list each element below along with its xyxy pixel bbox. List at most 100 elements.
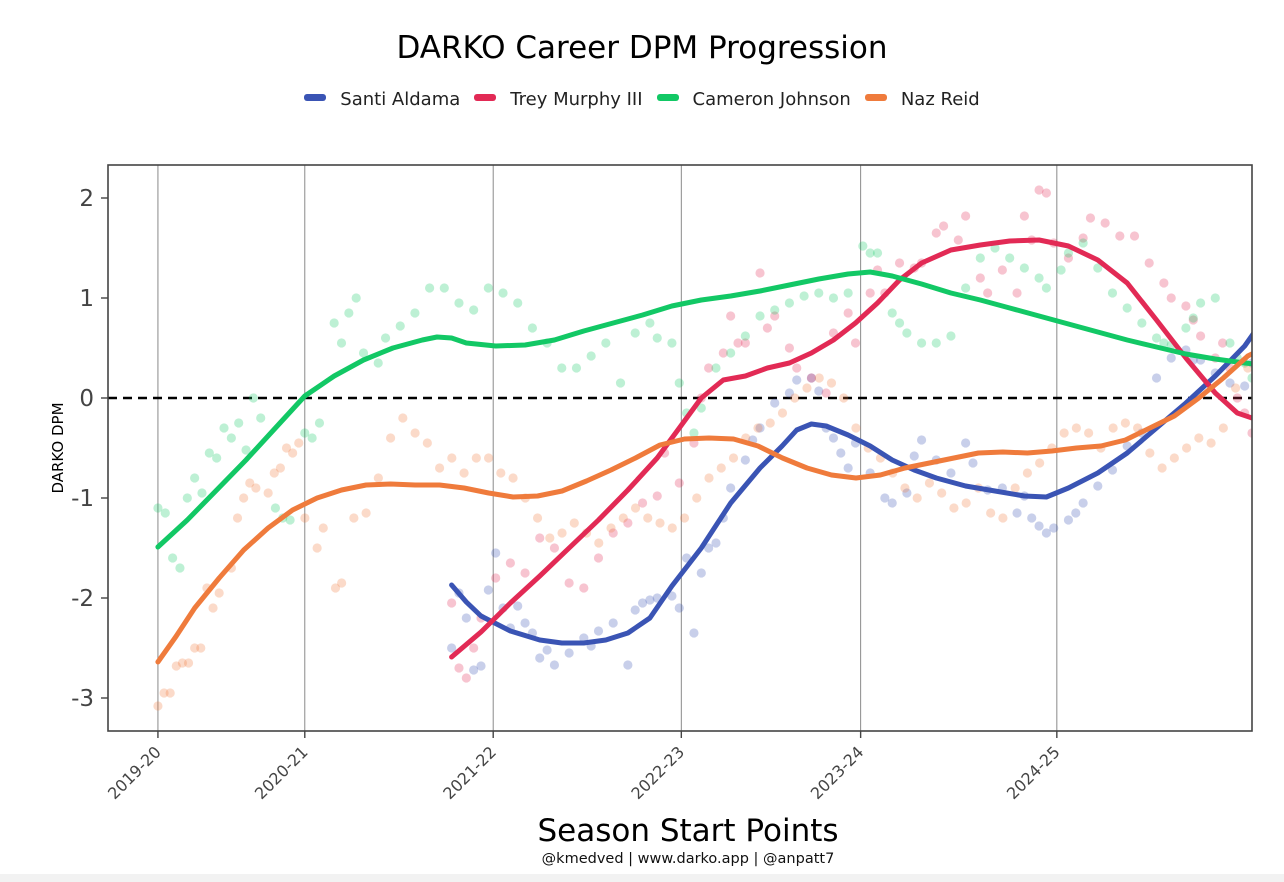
chart-title: DARKO Career DPM Progression: [396, 30, 888, 66]
point-trey-murphy-iii: [1100, 218, 1110, 228]
point-cameron-johnson: [1262, 348, 1271, 357]
point-cameron-johnson: [439, 283, 449, 293]
point-cameron-johnson: [770, 305, 780, 315]
point-naz-reid: [998, 513, 1008, 523]
point-trey-murphy-iii: [784, 343, 795, 353]
point-naz-reid: [496, 468, 506, 478]
point-naz-reid: [153, 701, 163, 711]
point-naz-reid: [398, 413, 408, 423]
point-naz-reid: [937, 488, 947, 498]
point-santi-aldama: [1262, 333, 1271, 342]
point-naz-reid: [692, 493, 702, 503]
point-naz-reid: [851, 423, 861, 433]
point-naz-reid: [839, 393, 849, 403]
line-trey-murphy-iii: [449, 237, 1252, 660]
point-trey-murphy-iii: [1188, 315, 1198, 325]
point-santi-aldama: [645, 595, 655, 605]
point-naz-reid: [165, 688, 175, 698]
point-naz-reid: [190, 643, 200, 653]
point-santi-aldama: [689, 628, 699, 638]
point-santi-aldama: [535, 653, 545, 663]
legend-item-cameron-johnson: Cameron Johnson: [656, 89, 851, 110]
point-naz-reid: [281, 443, 292, 453]
point-naz-reid: [232, 513, 243, 523]
point-cameron-johnson: [1034, 273, 1044, 283]
point-trey-murphy-iii: [718, 348, 728, 358]
point-naz-reid: [386, 433, 396, 443]
y-tick-label: -3: [71, 686, 94, 712]
y-tick-label: 0: [79, 386, 94, 412]
point-naz-reid: [447, 453, 457, 463]
point-santi-aldama: [968, 458, 978, 468]
point-naz-reid: [471, 453, 481, 463]
point-santi-aldama: [542, 645, 552, 655]
point-trey-murphy-iii: [1166, 293, 1176, 303]
x-tick-label: 2021-22: [439, 742, 500, 803]
point-cameron-johnson: [410, 308, 420, 318]
point-naz-reid: [1145, 448, 1155, 458]
point-trey-murphy-iii: [821, 388, 831, 398]
point-cameron-johnson: [182, 493, 192, 503]
point-naz-reid: [1194, 433, 1204, 443]
point-cameron-johnson: [425, 283, 435, 293]
point-cameron-johnson: [814, 288, 824, 298]
point-cameron-johnson: [351, 293, 361, 303]
point-santi-aldama: [726, 483, 736, 493]
point-cameron-johnson: [1041, 283, 1052, 293]
point-cameron-johnson: [1005, 253, 1015, 263]
credit-line: @kmedved | www.darko.app | @anpatt7: [541, 851, 835, 867]
point-santi-aldama: [447, 643, 457, 653]
point-trey-murphy-iii: [961, 211, 971, 221]
point-cameron-johnson: [1225, 338, 1235, 348]
point-naz-reid: [483, 453, 494, 463]
point-santi-aldama: [1071, 508, 1081, 518]
point-trey-murphy-iii: [1019, 211, 1029, 221]
point-naz-reid: [1218, 423, 1228, 433]
point-santi-aldama: [513, 601, 523, 611]
point-naz-reid: [790, 393, 800, 403]
point-naz-reid: [373, 473, 383, 483]
point-trey-murphy-iii: [704, 363, 714, 373]
point-cameron-johnson: [1063, 248, 1074, 258]
point-santi-aldama: [704, 543, 714, 553]
point-naz-reid: [330, 583, 341, 593]
legend-swatch: [864, 94, 887, 101]
point-cameron-johnson: [395, 321, 405, 331]
point-santi-aldama: [828, 433, 839, 443]
point-santi-aldama: [961, 438, 971, 448]
point-santi-aldama: [469, 665, 479, 675]
point-trey-murphy-iii: [623, 518, 633, 528]
legend-label: Santi Aldama: [340, 88, 461, 110]
point-trey-murphy-iii: [469, 643, 479, 653]
x-tick-label: 2022-23: [627, 742, 688, 803]
point-cameron-johnson: [219, 423, 229, 433]
point-naz-reid: [667, 523, 677, 533]
point-naz-reid: [196, 643, 206, 653]
point-naz-reid: [361, 508, 371, 518]
x-axis-title: Season Start Points: [537, 813, 839, 849]
point-naz-reid: [300, 513, 310, 523]
point-cameron-johnson: [344, 308, 354, 318]
point-naz-reid: [171, 661, 181, 671]
point-cameron-johnson: [336, 338, 347, 348]
point-trey-murphy-iii: [447, 598, 457, 608]
y-tick-label: 2: [79, 186, 94, 212]
point-naz-reid: [349, 513, 359, 523]
point-cameron-johnson: [652, 333, 662, 343]
point-trey-murphy-iii: [843, 308, 853, 318]
point-trey-murphy-iii: [491, 573, 501, 583]
point-cameron-johnson: [270, 503, 281, 513]
point-cameron-johnson: [902, 328, 912, 338]
point-cameron-johnson: [755, 311, 765, 321]
point-cameron-johnson: [858, 241, 868, 251]
points-cameron-johnson: [153, 238, 1271, 573]
point-naz-reid: [1169, 453, 1179, 463]
point-cameron-johnson: [469, 305, 479, 315]
point-naz-reid: [643, 513, 653, 523]
point-cameron-johnson: [887, 308, 897, 318]
point-naz-reid: [1010, 483, 1020, 493]
point-naz-reid: [159, 688, 169, 698]
point-trey-murphy-iii: [520, 568, 530, 578]
point-naz-reid: [1206, 438, 1216, 448]
point-cameron-johnson: [828, 293, 839, 303]
